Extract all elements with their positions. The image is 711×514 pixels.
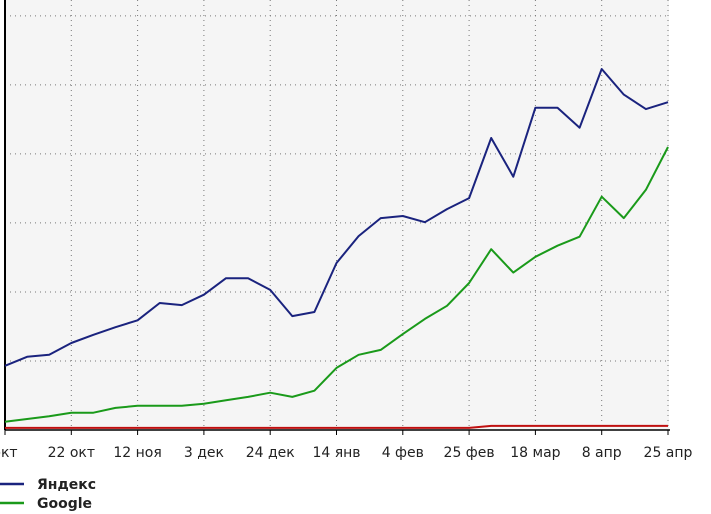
x-tick-label: 12 ноя <box>113 445 161 461</box>
x-tick-label: 18 мар <box>510 445 560 461</box>
x-tick-label: 14 янв <box>312 445 360 461</box>
x-tick-label: 3 дек <box>184 445 224 461</box>
x-tick-label: 25 фев <box>444 445 495 461</box>
series-line <box>4 146 669 423</box>
x-tick-label: 8 апр <box>582 445 622 461</box>
series-line <box>4 68 669 367</box>
series-line <box>5 424 668 429</box>
legend-label: Яндекс <box>37 477 96 493</box>
x-tick-label: окт <box>0 445 18 461</box>
legend-label: Google <box>37 496 92 512</box>
x-tick-label: 22 окт <box>48 445 95 461</box>
x-tick-label: 25 апр <box>644 445 693 461</box>
x-tick-label: 4 фев <box>382 445 424 461</box>
x-tick-label: 24 дек <box>246 445 295 461</box>
